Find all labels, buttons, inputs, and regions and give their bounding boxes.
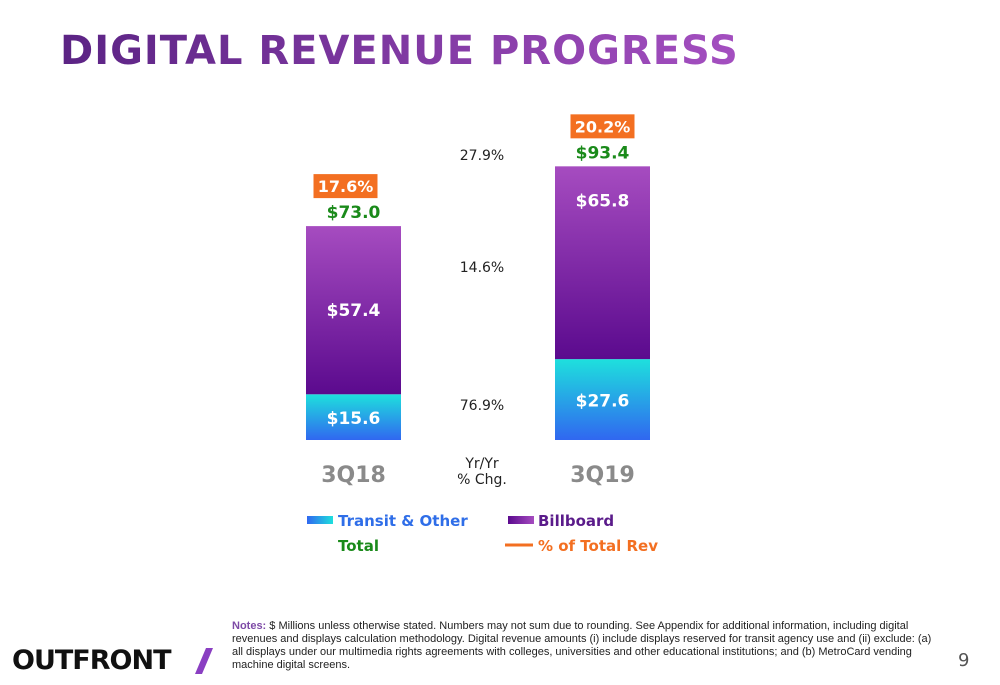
legend-swatch-transit — [307, 516, 333, 524]
pct-badge-3q19 — [570, 114, 635, 139]
yoy-transit: 76.9% — [460, 398, 504, 414]
yoy-billboard: 14.6% — [460, 260, 504, 276]
yoy-header-line2: % Chg. — [457, 472, 507, 488]
data-label-transit-3q18: $15.6 — [327, 409, 381, 429]
yoy-header-line1: Yr/Yr — [464, 456, 499, 472]
logo-slash-icon — [195, 648, 213, 674]
notes-label: Notes: — [232, 620, 267, 632]
legend-label-transit: Transit & Other — [338, 512, 468, 530]
bar-transit-3q19 — [555, 359, 650, 440]
bar-billboard-3q19 — [555, 166, 650, 360]
total-label-3q18: $73.0 — [327, 203, 381, 223]
outfront-logo: OUTFRONT — [12, 645, 171, 676]
pct-badge-label-3q19: 20.2% — [575, 117, 631, 136]
data-label-transit-3q19: $27.6 — [576, 392, 630, 412]
bar-transit-3q18 — [306, 394, 401, 440]
legend-label-total: Total — [338, 537, 379, 555]
pct-badge-label-3q18: 17.6% — [318, 177, 374, 196]
pct-badge-3q18 — [313, 174, 378, 199]
data-label-billboard-3q19: $65.8 — [576, 191, 630, 211]
stacked-bar-chart: $15.6 $57.4 $73.0 17.6% 3Q18 $27.6 $65.8 $93.4 2… — [306, 114, 658, 555]
notes-text: $ Millions unless otherwise stated. Numb… — [232, 620, 932, 671]
legend-swatch-billboard — [508, 516, 534, 524]
legend-label-billboard: Billboard — [538, 512, 614, 530]
data-label-billboard-3q18: $57.4 — [327, 301, 381, 321]
category-label-3q18: 3Q18 — [321, 463, 386, 488]
category-label-3q19: 3Q19 — [570, 463, 635, 488]
bar-billboard-3q18 — [306, 226, 401, 395]
notes: Notes: $ Millions unless otherwise state… — [232, 620, 942, 672]
legend-label-pct: % of Total Rev — [538, 537, 658, 555]
page-number: 9 — [958, 650, 970, 671]
page-title: DIGITAL REVENUE PROGRESS — [60, 28, 739, 74]
total-label-3q19: $93.4 — [576, 143, 630, 163]
yoy-total: 27.9% — [460, 148, 504, 164]
